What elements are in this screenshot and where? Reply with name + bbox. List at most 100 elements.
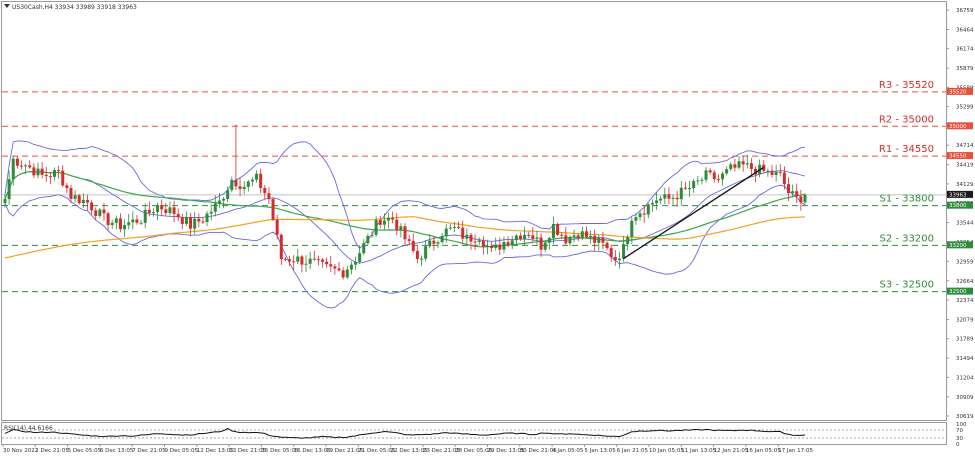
symbol-header: US30Cash,H4 33934 33989 33918 33963 xyxy=(12,4,137,11)
candle-body xyxy=(201,221,205,223)
candle-body xyxy=(630,220,634,238)
candle-body xyxy=(85,199,89,203)
candle-body xyxy=(118,218,122,230)
current-price-tag-text: 33963 xyxy=(949,192,967,198)
price-scale[interactable]: 3675936464361743587935589352993500434714… xyxy=(946,8,974,420)
candle-body xyxy=(180,217,184,224)
bollinger-upper xyxy=(4,140,806,250)
candle-body xyxy=(288,259,292,262)
candle-body xyxy=(485,245,489,247)
candle-body xyxy=(123,225,127,230)
price-tick-label: 31204 xyxy=(956,375,974,381)
candle-body xyxy=(523,234,527,240)
candle-body xyxy=(197,218,201,222)
candle-body xyxy=(222,198,226,201)
candle-body xyxy=(160,205,164,210)
price-tick-label: 31789 xyxy=(956,337,974,343)
time-label: 12 Dec 13:05 xyxy=(197,448,234,454)
candle-body xyxy=(494,244,498,249)
candle-body xyxy=(7,179,11,200)
candle-body xyxy=(102,209,106,214)
time-label: 13 Dec 21:05 xyxy=(229,448,266,454)
candle-body xyxy=(754,168,758,175)
price-tick-label: 30909 xyxy=(956,395,974,401)
candle-body xyxy=(172,207,176,215)
candle-body xyxy=(531,235,535,239)
candle-body xyxy=(766,170,770,172)
candle-body xyxy=(663,194,667,199)
candle-body xyxy=(605,242,609,249)
rsi-line xyxy=(4,427,806,439)
level-labels: R3 - 35520 R2 - 35000 R1 - 34550 S1 - 33800… xyxy=(879,80,934,291)
candle-body xyxy=(572,235,576,237)
candle-body xyxy=(32,167,36,176)
uptrend-line xyxy=(623,166,765,260)
candle-body xyxy=(362,243,366,254)
rsi-tick-label: 0 xyxy=(956,442,960,448)
candle-body xyxy=(135,219,139,223)
candle-body xyxy=(799,196,803,203)
candle-body xyxy=(510,240,514,246)
candle-body xyxy=(725,169,729,174)
candle-body xyxy=(139,222,143,224)
candle-body xyxy=(3,199,7,204)
price-tick-label: 31494 xyxy=(956,356,974,362)
time-label: 17 Jan 17:05 xyxy=(778,448,813,454)
price-tick-label: 32374 xyxy=(956,298,974,304)
candle-body xyxy=(114,218,118,223)
price-tick-label: 35879 xyxy=(956,66,974,72)
rsi-plot xyxy=(2,427,946,439)
candle-body xyxy=(300,256,304,265)
candle-body xyxy=(733,164,737,168)
candle-body xyxy=(325,261,329,265)
level-price-tag-text: 33800 xyxy=(949,203,967,209)
rsi-tick-label: 30 xyxy=(956,436,963,442)
candle-body xyxy=(378,220,382,225)
time-label: 10 Jan 05:05 xyxy=(649,448,684,454)
candle-body xyxy=(255,173,259,180)
candle-body xyxy=(506,242,510,246)
candle-body xyxy=(370,234,374,236)
candle-body xyxy=(749,163,753,169)
level-label-r1: R1 - 34550 xyxy=(879,144,934,155)
candle-body xyxy=(15,158,19,166)
time-label: 5 Jan 13:05 xyxy=(584,448,616,454)
candle-body xyxy=(382,220,386,225)
time-label: 4 Jan 05:05 xyxy=(552,448,584,454)
candle-body xyxy=(184,217,188,224)
time-label: 23 Dec 21:05 xyxy=(423,448,460,454)
triangle-down-icon[interactable] xyxy=(4,4,10,8)
candle-body xyxy=(205,213,209,223)
time-label: 16 Dec 13:05 xyxy=(294,448,331,454)
candle-body xyxy=(539,237,543,250)
candle-body xyxy=(609,248,613,257)
candle-body xyxy=(803,194,807,203)
candle-body xyxy=(774,171,778,175)
candle-body xyxy=(527,234,531,236)
candle-body xyxy=(556,224,560,235)
candle-body xyxy=(341,270,345,278)
candle-body xyxy=(708,170,712,173)
time-label: 12 Jan 21:05 xyxy=(714,448,749,454)
candle-body xyxy=(19,165,23,167)
candle-body xyxy=(659,198,663,201)
level-label-r3: R3 - 35520 xyxy=(879,80,934,91)
trendline[interactable] xyxy=(623,166,765,260)
candle-body xyxy=(646,204,650,215)
candle-body xyxy=(259,173,263,188)
candle-body xyxy=(279,234,283,260)
candle-body xyxy=(73,195,77,199)
candle-body xyxy=(292,261,296,263)
level-label-r2: R2 - 35000 xyxy=(879,114,934,125)
candle-body xyxy=(477,240,481,243)
candle-body xyxy=(308,258,312,264)
candle-body xyxy=(696,180,700,182)
time-label: 19 Dec 21:05 xyxy=(326,448,363,454)
candle-body xyxy=(498,244,502,250)
candle-body xyxy=(551,224,555,239)
time-label: 29 Dec 13:05 xyxy=(488,448,525,454)
bollinger-middle xyxy=(4,170,806,264)
candle-body xyxy=(655,200,659,204)
